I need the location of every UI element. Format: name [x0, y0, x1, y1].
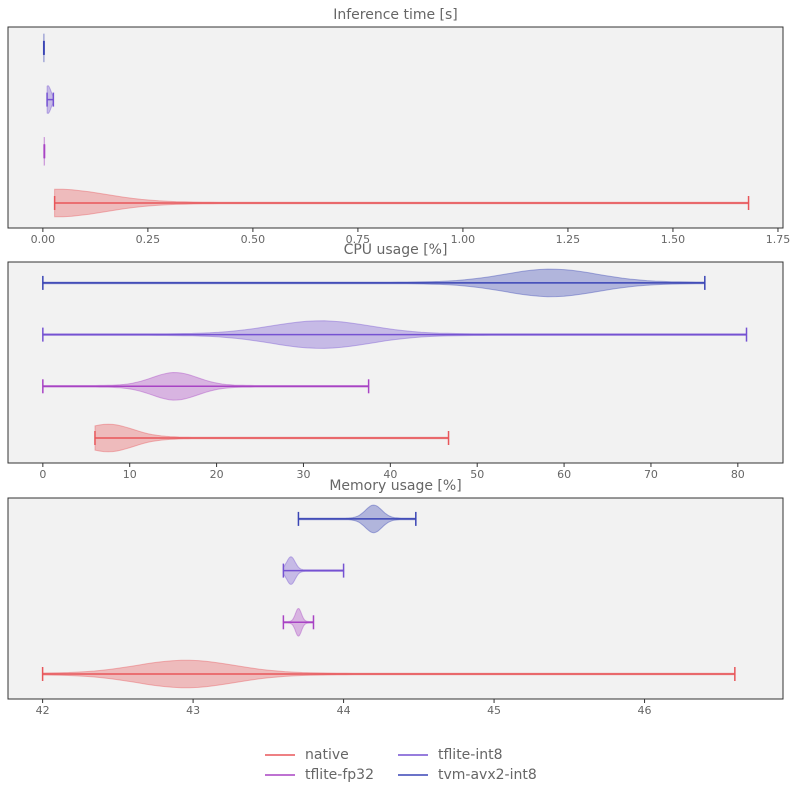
x-tick-label: 0 — [39, 468, 46, 481]
x-tick-label: 42 — [36, 704, 50, 717]
x-tick-label: 40 — [383, 468, 397, 481]
x-tick-label: 45 — [487, 704, 501, 717]
x-tick-label: 1.75 — [766, 233, 791, 246]
plot-area — [7, 261, 784, 464]
chart-title: Memory usage [%] — [329, 478, 461, 494]
x-tick-label: 44 — [337, 704, 351, 717]
legend-label: native — [305, 747, 349, 763]
legend-label: tvm-avx2-int8 — [438, 767, 537, 783]
plot-area — [7, 26, 784, 229]
plot-area — [7, 497, 784, 700]
x-tick-label: 10 — [123, 468, 137, 481]
x-tick-label: 80 — [731, 468, 745, 481]
x-tick-label: 1.50 — [661, 233, 686, 246]
x-tick-label: 0.50 — [241, 233, 266, 246]
x-tick-label: 43 — [186, 704, 200, 717]
x-tick-label: 70 — [644, 468, 658, 481]
x-tick-label: 60 — [557, 468, 571, 481]
x-tick-label: 0.75 — [346, 233, 371, 246]
x-tick-label: 1.00 — [451, 233, 476, 246]
x-tick-label: 0.00 — [31, 233, 56, 246]
chart-title: CPU usage [%] — [344, 242, 448, 258]
x-tick-label: 0.25 — [136, 233, 161, 246]
x-tick-label: 20 — [210, 468, 224, 481]
x-tick-label: 30 — [296, 468, 310, 481]
legend-label: tflite-int8 — [438, 747, 503, 763]
chart-title: Inference time [s] — [333, 7, 458, 23]
x-tick-label: 46 — [638, 704, 652, 717]
x-tick-label: 1.25 — [556, 233, 581, 246]
x-tick-label: 50 — [470, 468, 484, 481]
legend-label: tflite-fp32 — [305, 767, 374, 783]
